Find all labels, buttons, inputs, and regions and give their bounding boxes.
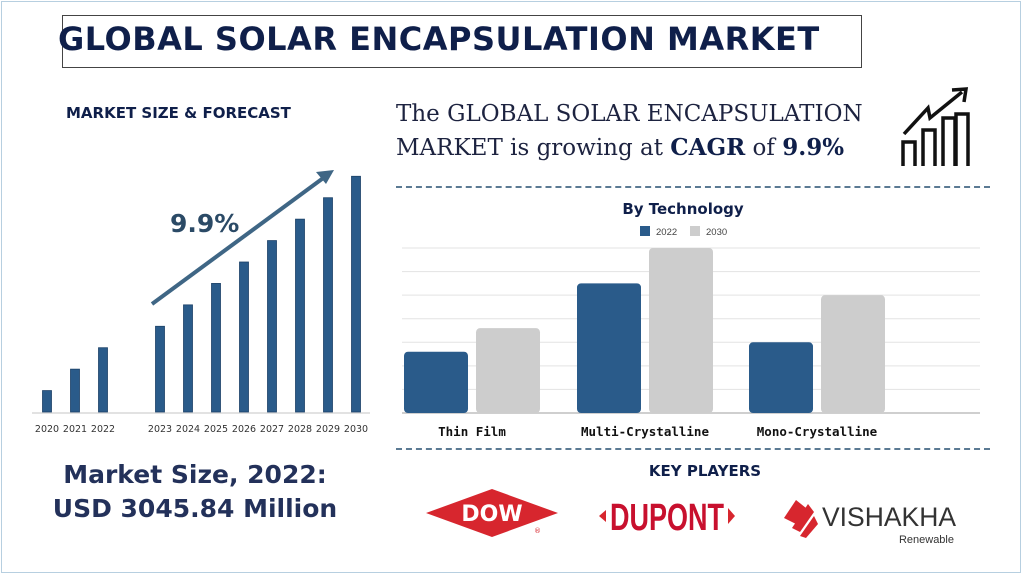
forecast-bar-2028 (295, 218, 305, 413)
forecast-bar-2021 (70, 368, 80, 413)
market-size-line-2: USD 3045.84 Million (52, 494, 338, 523)
forecast-bar-2023 (155, 325, 165, 413)
tech-bar-Multi-Crystalline-2030 (649, 248, 713, 413)
forecast-chart: 2020 2021 2022 2023 2024 2025 2026 2027 2028 2029… (32, 170, 370, 435)
growth-chart-icon (901, 87, 970, 166)
forecast-bar-2029 (323, 197, 333, 413)
forecast-tick-label: 2024 (176, 424, 200, 435)
tech-bar-Multi-Crystalline-2022 (577, 283, 641, 413)
divider-bottom (396, 448, 990, 450)
dow-text: DOW (461, 502, 522, 527)
forecast-heading: MARKET SIZE & FORECAST (66, 104, 291, 122)
forecast-tick-label: 2025 (204, 424, 228, 435)
forecast-tick-label: 2030 (344, 424, 368, 435)
legend-label-2030: 2030 (706, 227, 727, 238)
divider-top (396, 186, 990, 188)
tech-bar-Thin Film-2030 (476, 328, 540, 413)
forecast-tick-label: 2029 (316, 424, 340, 435)
dow-diamond (426, 489, 558, 537)
forecast-tick-label: 2027 (260, 424, 284, 435)
dupont-left-chevron (599, 510, 606, 522)
forecast-bar-2024 (183, 304, 193, 413)
forecast-bar-2027 (267, 240, 277, 413)
vishakha-text: VISHAKHA (822, 502, 956, 532)
dupont-logo: DUPONT (599, 497, 735, 539)
market-size-line-1: Market Size, 2022: (63, 460, 327, 489)
cagr-line-2-prefix: MARKET is growing at (396, 135, 671, 161)
title-box (62, 15, 862, 68)
tech-category-label: Mono-Crystalline (757, 424, 878, 439)
legend-swatch-2030 (690, 226, 700, 236)
cagr-line-1: The GLOBAL SOLAR ENCAPSULATION (396, 101, 863, 127)
tech-bar-Thin Film-2022 (404, 351, 468, 413)
cagr-keyword: CAGR (670, 134, 746, 161)
forecast-bar-2020 (42, 390, 52, 413)
cagr-statement: The GLOBAL SOLAR ENCAPSULATION MARKET is… (396, 98, 863, 165)
page-title: GLOBAL SOLAR ENCAPSULATION MARKET (58, 20, 820, 58)
vishakha-emblem (784, 500, 818, 538)
forecast-bar-2030 (351, 175, 361, 413)
technology-chart-title: By Technology (622, 200, 744, 218)
forecast-tick-label: 2022 (91, 424, 115, 435)
legend-label-2022: 2022 (656, 227, 677, 238)
tech-bar-Mono-Crystalline-2030 (821, 295, 885, 413)
cagr-value: 9.9% (782, 134, 845, 161)
forecast-tick-label: 2028 (288, 424, 312, 435)
forecast-tick-label: 2026 (232, 424, 256, 435)
forecast-bar-2026 (239, 261, 249, 413)
tech-bar-Mono-Crystalline-2022 (749, 342, 813, 413)
forecast-tick-label: 2023 (148, 424, 172, 435)
forecast-cagr-label: 9.9% (170, 209, 239, 238)
dow-logo: DOW ® (426, 489, 558, 537)
market-size: Market Size, 2022: USD 3045.84 Million (0, 458, 390, 526)
forecast-bar-2025 (211, 283, 221, 413)
forecast-tick-label: 2020 (35, 424, 59, 435)
dow-registered-mark: ® (534, 527, 541, 535)
vishakha-subtext: Renewable (899, 534, 954, 546)
cagr-line-2: MARKET is growing at CAGR of 9.9% (396, 131, 863, 165)
forecast-bar-2022 (98, 347, 108, 413)
dupont-right-chevron (728, 508, 735, 524)
vishakha-logo: VISHAKHA Renewable (784, 500, 956, 546)
legend-swatch-2022 (640, 226, 650, 236)
cagr-line-2-mid: of (745, 135, 783, 161)
forecast-tick-label: 2021 (63, 424, 87, 435)
tech-category-label: Thin Film (438, 424, 506, 439)
technology-chart: By Technology 2022 2030 Thin Film Multi-Crys… (402, 200, 980, 439)
dupont-text: DUPONT (610, 497, 724, 539)
forecast-arrow-head (316, 170, 334, 184)
tech-category-label: Multi-Crystalline (581, 424, 709, 439)
forecast-growth-arrow (150, 174, 328, 306)
key-players-heading: KEY PLAYERS (648, 462, 762, 480)
